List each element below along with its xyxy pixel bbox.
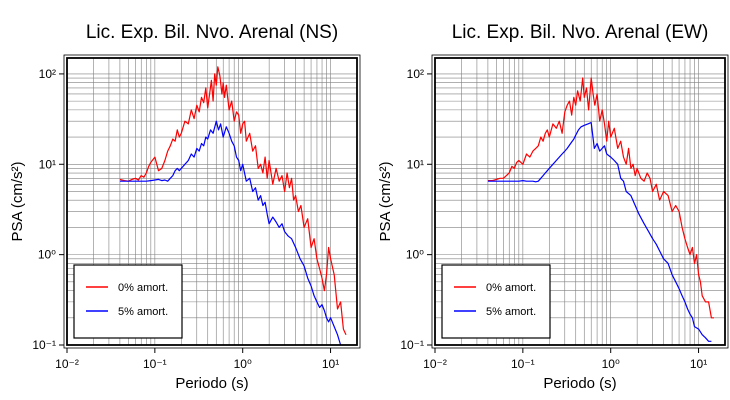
chart-title: Lic. Exp. Bil. Nvo. Arenal (EW) — [452, 22, 709, 43]
chart-panel-1: Lic. Exp. Bil. Nvo. Arenal (NS) 10⁻² 10⁻¹ 1… — [9, 22, 361, 392]
y-tick-label: 10¹ — [407, 157, 424, 171]
series-line-damped — [487, 121, 712, 342]
axis-ticks — [427, 73, 700, 353]
x-axis-label: Periodo (s) — [543, 375, 616, 392]
y-tick-label: 10² — [407, 67, 424, 81]
x-tick-label: 10⁰ — [602, 357, 620, 371]
plot-frame — [434, 57, 726, 346]
x-tick-label: 10⁰ — [234, 357, 252, 371]
legend-label: 0% amort. — [486, 282, 536, 294]
chart-panel-2: Lic. Exp. Bil. Nvo. Arenal (EW) 10⁻² 10⁻¹ 1… — [377, 22, 729, 392]
plot-frame-outer — [63, 54, 361, 349]
axis-ticks — [59, 73, 332, 353]
legend-label: 5% amort. — [486, 306, 536, 318]
chart-title: Lic. Exp. Bil. Nvo. Arenal (NS) — [86, 22, 338, 43]
x-tick-label: 10⁻¹ — [511, 357, 535, 371]
y-tick-label: 10⁰ — [38, 248, 56, 262]
legend: 0% amort. 5% amort. — [73, 264, 183, 339]
y-tick-label: 10¹ — [39, 157, 56, 171]
legend-box — [441, 264, 551, 339]
series-line-undamped — [119, 66, 347, 335]
y-tick-label: 10⁰ — [406, 248, 424, 262]
y-tick-label: 10⁻¹ — [32, 338, 56, 352]
plot-frame-outer — [431, 54, 729, 349]
y-tick-label: 10² — [39, 67, 56, 81]
series-line-damped — [119, 120, 342, 346]
x-tick-label: 10¹ — [322, 357, 339, 371]
legend-label: 5% amort. — [118, 306, 168, 318]
x-tick-label: 10⁻² — [55, 357, 79, 371]
x-axis-label: Periodo (s) — [175, 375, 248, 392]
x-tick-label: 10¹ — [690, 357, 707, 371]
legend: 0% amort. 5% amort. — [441, 264, 551, 339]
series-line-undamped — [487, 77, 714, 319]
legend-box — [73, 264, 183, 339]
legend-label: 0% amort. — [118, 282, 168, 294]
plot-frame — [66, 57, 358, 346]
x-tick-label: 10⁻² — [423, 357, 447, 371]
y-tick-label: 10⁻¹ — [400, 338, 424, 352]
y-axis-label: PSA (cm/s²) — [9, 161, 26, 241]
y-axis-label: PSA (cm/s²) — [377, 161, 394, 241]
x-tick-label: 10⁻¹ — [143, 357, 167, 371]
